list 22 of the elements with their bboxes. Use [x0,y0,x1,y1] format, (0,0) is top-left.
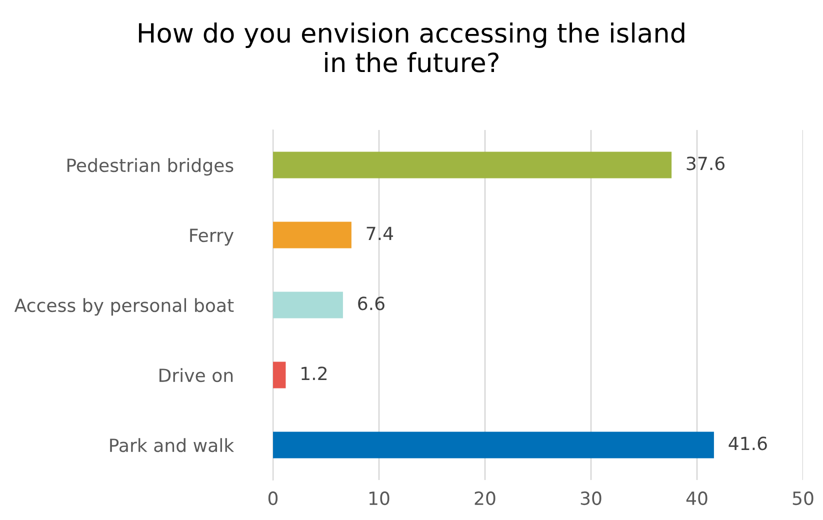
data-label: 41.6 [728,436,767,450]
x-tick-label: 30 [580,491,602,506]
y-tick-label: Pedestrian bridges [67,158,234,176]
data-label: 6.6 [358,296,384,310]
chart-title: How do you envision accessing the island in the future? [138,22,684,72]
y-tick-label: Ferry [190,228,234,246]
y-tick-label: Park and walk [110,438,234,452]
bar [273,362,286,388]
bar [273,292,343,318]
y-tick-label: Drive on [160,368,233,382]
x-tick-label: 0 [268,491,278,506]
bar [273,152,672,178]
x-tick-label: 10 [369,491,390,506]
x-tick-label: 20 [474,491,496,506]
bar [273,222,352,248]
data-label: 7.4 [366,226,394,240]
x-tick-label: 40 [686,491,708,506]
bar [273,432,714,458]
data-label: 1.2 [302,366,327,380]
y-tick-label: Access by personal boat [14,298,234,316]
data-label: 37.6 [686,156,725,170]
x-tick-label: 50 [792,491,814,506]
